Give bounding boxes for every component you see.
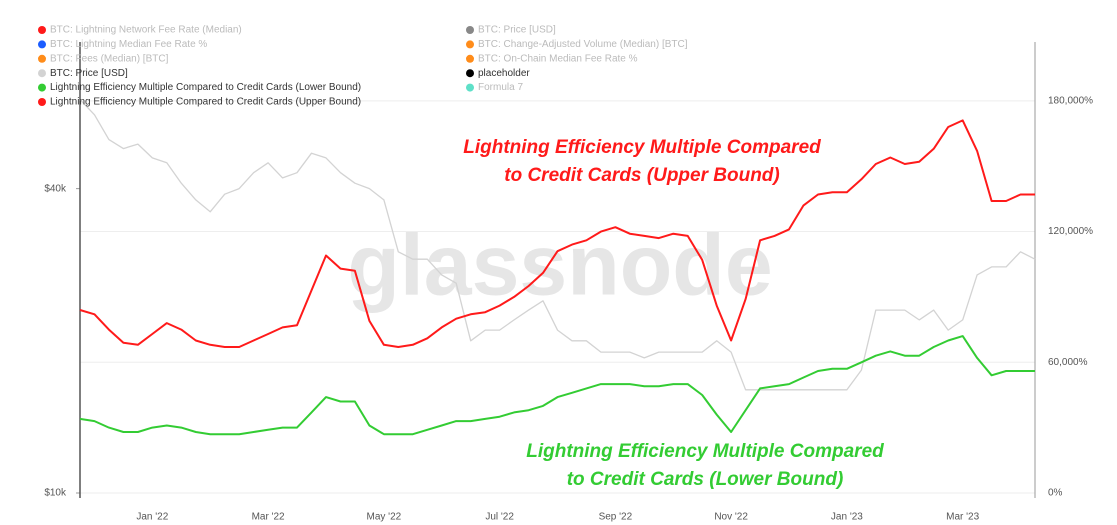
legend-label: BTC: Lightning Network Fee Rate (Median) [50, 25, 242, 36]
legend-label: BTC: On-Chain Median Fee Rate % [478, 53, 638, 64]
legend-dot [466, 26, 474, 34]
y2-tick-label: 60,000% [1048, 357, 1088, 368]
legend-label: BTC: Change-Adjusted Volume (Median) [BT… [478, 39, 688, 50]
legend-label: BTC: Price [USD] [50, 68, 128, 79]
x-tick-label: May '22 [367, 512, 402, 523]
series-line [79, 335, 1035, 436]
legend-label: Lightning Efficiency Multiple Compared t… [50, 82, 361, 93]
legend-label: placeholder [478, 68, 530, 79]
y2-tick-label: 180,000% [1048, 95, 1093, 106]
legend-dot [466, 83, 474, 92]
legend-dot [38, 26, 46, 34]
x-tick-label: Nov '22 [714, 512, 748, 523]
annotation: Lightning Efficiency Multiple Compared [526, 441, 884, 462]
y-tick-label: $40k [44, 183, 67, 194]
legend-label: BTC: Fees (Median) [BTC] [50, 53, 169, 64]
series-line [79, 119, 1035, 348]
x-tick-label: Mar '23 [946, 512, 979, 523]
y2-tick-label: 120,000% [1048, 226, 1093, 237]
legend-label: BTC: Lightning Median Fee Rate % [50, 39, 207, 50]
legend-dot [38, 83, 46, 92]
annotation: to Credit Cards (Upper Bound) [504, 165, 780, 186]
y2-tick-label: 0% [1048, 488, 1063, 499]
legend-label: BTC: Price [USD] [478, 25, 556, 36]
x-tick-label: Jan '23 [831, 512, 863, 523]
legend-dot [38, 40, 46, 49]
legend-label: Lightning Efficiency Multiple Compared t… [50, 97, 361, 108]
x-tick-label: Mar '22 [252, 512, 285, 523]
legend-dot [466, 69, 474, 78]
annotation: to Credit Cards (Lower Bound) [567, 469, 844, 490]
legend-dot [38, 98, 46, 106]
y-tick-label: $10k [44, 488, 67, 499]
legend-dot [38, 69, 46, 78]
x-tick-label: Jul '22 [485, 512, 514, 523]
x-tick-label: Jan '22 [136, 512, 168, 523]
series-line [79, 99, 1036, 391]
watermark: glassnode [347, 218, 772, 314]
legend-dot [466, 40, 474, 49]
legend-dot [38, 54, 46, 63]
annotation: Lightning Efficiency Multiple Compared [463, 137, 821, 158]
x-tick-label: Sep '22 [599, 512, 633, 523]
legend-label: Formula 7 [478, 82, 523, 93]
legend-dot [466, 54, 474, 63]
